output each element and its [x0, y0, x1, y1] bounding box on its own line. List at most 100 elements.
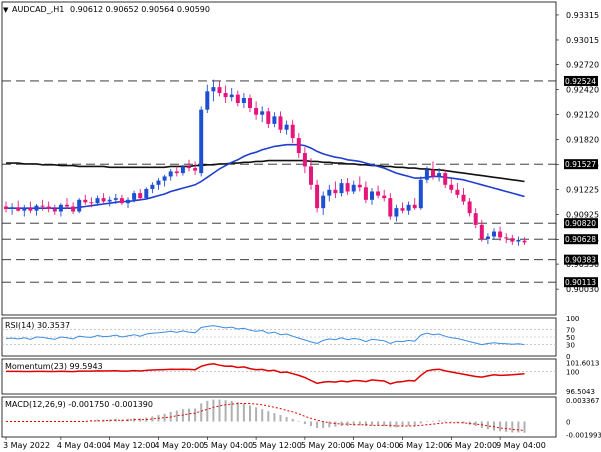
macd-histogram-bar: [395, 421, 398, 428]
level-tag-label: 0.90383: [565, 256, 596, 265]
macd-histogram-bar: [425, 421, 428, 423]
candle-bear: [443, 173, 448, 185]
candle-bear: [83, 199, 88, 203]
candle-bull: [492, 231, 496, 237]
macd-histogram-bar: [444, 420, 447, 422]
macd-histogram-bar: [371, 421, 373, 426]
candle-bull: [211, 87, 216, 92]
macd-histogram-bar: [456, 421, 459, 423]
macd-histogram-bar: [474, 421, 477, 427]
macd-histogram-bar: [346, 421, 349, 427]
macd-histogram-bar: [139, 418, 142, 422]
level-tag: [564, 254, 598, 265]
candle-bull: [284, 124, 289, 130]
macd-histogram-bar: [23, 421, 26, 423]
rsi-line: [5, 325, 525, 346]
collapse-triangle-icon[interactable]: ▼: [3, 6, 9, 14]
macd-histogram-bar: [511, 421, 514, 433]
momentum-tick-label: 100: [566, 368, 579, 376]
macd-histogram-bar: [438, 420, 441, 422]
macd-tick-label: 0.003367: [566, 397, 599, 405]
candle-bear: [290, 124, 295, 139]
candle-bull: [351, 184, 356, 192]
candle-bear: [235, 94, 240, 103]
price-tick-label: 0.91225: [566, 185, 599, 194]
level-tag: [564, 218, 598, 229]
macd-histogram-bar: [255, 407, 258, 422]
momentum-tick-label: 101.6013: [566, 359, 599, 367]
macd-histogram-bar: [493, 421, 495, 431]
candle-bear: [522, 240, 527, 243]
time-label: 4 May 12:00: [106, 441, 156, 450]
candle-bull: [10, 207, 15, 209]
rsi-tick-label: 30: [566, 342, 575, 350]
macd-tick-label: 0: [566, 419, 570, 427]
candle-bear: [357, 184, 362, 188]
macd-panel: MACD(12,26,9) -0.001750 -0.001390 0.00336…: [1, 396, 601, 439]
candle-bear: [382, 195, 387, 199]
ma-slow-line: [6, 159, 525, 183]
macd-histogram-bar: [96, 419, 99, 422]
rsi-tick-label: 0: [566, 353, 570, 361]
price-tick-label: 0.90030: [566, 285, 599, 294]
macd-histogram-bar: [310, 421, 312, 427]
macd-histogram-bar: [352, 421, 355, 426]
level-tag-label: 0.92524: [565, 77, 596, 86]
macd-signal-line: [6, 403, 525, 431]
macd-histogram-bar: [462, 421, 465, 424]
candle-bull: [107, 199, 112, 202]
candle-bear: [431, 169, 435, 177]
candle-bear: [498, 231, 503, 238]
price-tick-label: 0.93015: [566, 36, 599, 45]
macd-histogram-bar: [11, 421, 14, 423]
macd-histogram-bar: [383, 421, 386, 427]
macd-histogram-bar: [108, 419, 111, 422]
candle-bear: [254, 108, 259, 115]
momentum-title: Momentum(23) 99.5943: [5, 362, 103, 371]
price-tick-label: 0.92420: [566, 86, 599, 95]
candle-bear: [266, 111, 271, 124]
candle-bull: [205, 91, 210, 110]
macd-histogram-bar: [200, 403, 203, 422]
macd-histogram-bar: [72, 421, 75, 423]
candle-bull: [34, 205, 39, 211]
macd-histogram-bar: [303, 421, 306, 425]
candle-bull: [113, 198, 118, 200]
macd-histogram-bar: [364, 421, 367, 427]
time-label: 3 May 2022: [3, 441, 50, 450]
candle-bear: [248, 97, 252, 109]
time-label: 6 May 20:00: [447, 441, 497, 450]
macd-histogram-bar: [285, 417, 288, 422]
candle-bull: [272, 116, 277, 124]
candle-bull: [132, 193, 137, 200]
candle-bear: [296, 138, 301, 154]
macd-histogram-bar: [194, 408, 197, 422]
level-tag-label: 0.90628: [565, 235, 596, 244]
macd-histogram-bar: [242, 403, 245, 422]
macd-histogram-bar: [401, 421, 404, 427]
candle-bull: [339, 183, 344, 194]
macd-histogram-bar: [499, 421, 502, 432]
macd-histogram-bar: [517, 421, 520, 433]
macd-title: MACD(12,26,9) -0.001750 -0.001390: [5, 400, 153, 409]
candle-bull: [22, 208, 27, 211]
candle-bear: [4, 206, 8, 209]
candle-bull: [77, 199, 82, 212]
macd-histogram-bar: [47, 421, 50, 423]
macd-tick-label: -0.001993: [566, 431, 601, 439]
macd-histogram-bar: [407, 421, 410, 427]
macd-histogram-bar: [206, 400, 209, 422]
candle-bull: [241, 97, 246, 103]
candle-bear: [400, 208, 405, 211]
macd-histogram-bar: [389, 421, 392, 428]
macd-histogram-bar: [127, 418, 129, 422]
candle-bull: [144, 188, 149, 199]
candle-bear: [101, 198, 106, 202]
time-label: 6 May 12:00: [399, 441, 449, 450]
price-tick-label: 0.93315: [566, 11, 599, 20]
macd-histogram-bar: [218, 399, 221, 422]
candle-bear: [119, 198, 124, 204]
candle-bear: [217, 87, 222, 93]
